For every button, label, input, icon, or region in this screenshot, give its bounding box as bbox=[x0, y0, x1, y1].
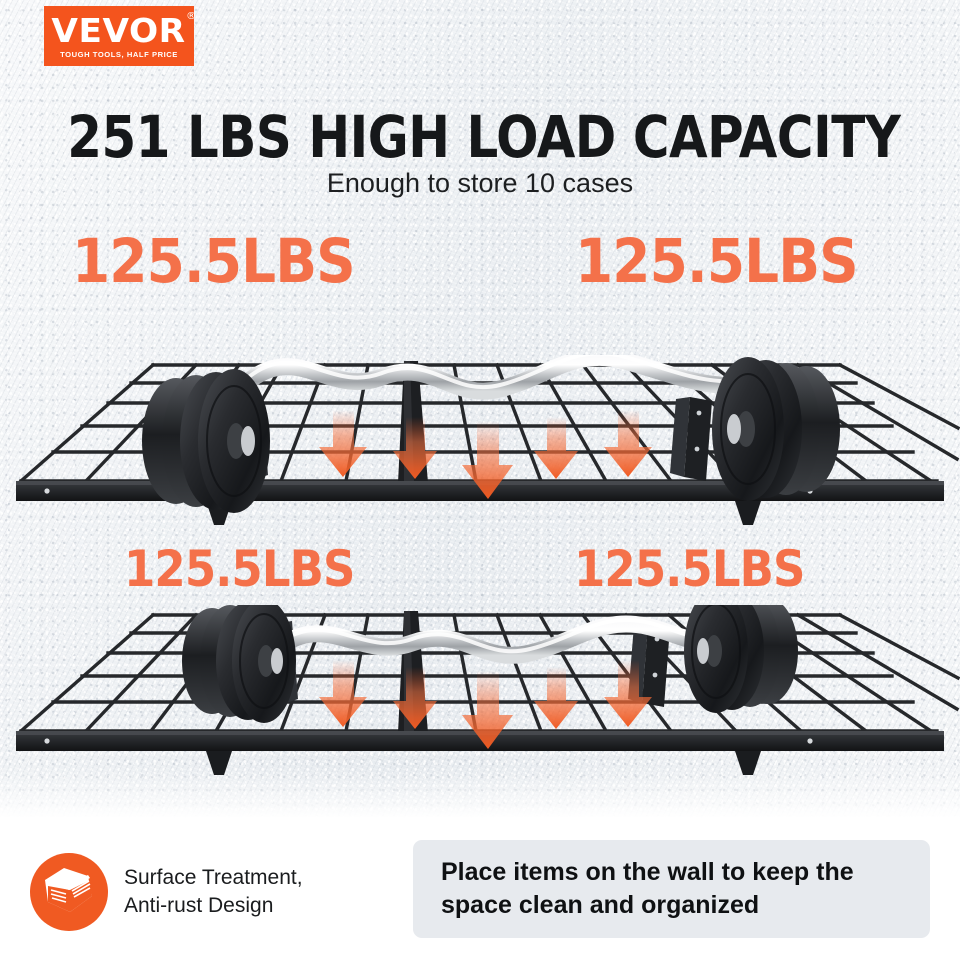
box-icon bbox=[30, 853, 108, 931]
feature-label-line2: Anti-rust Design bbox=[124, 894, 274, 917]
upper-shelf-graphic bbox=[16, 348, 960, 525]
lower-barbell-bar bbox=[273, 615, 707, 664]
lower-left-plates bbox=[182, 599, 296, 723]
lower-load-arrows bbox=[319, 660, 652, 749]
feature-surface-treatment: Surface Treatment, Anti-rust Design bbox=[30, 842, 380, 942]
lower-right-plates bbox=[684, 589, 798, 713]
callout-text: Place items on the wall to keep the spac… bbox=[413, 856, 882, 922]
callout-line2: space clean and organized bbox=[441, 891, 760, 919]
weight-label-top-left: 125.5LBS bbox=[72, 226, 356, 297]
feature-label: Surface Treatment, Anti-rust Design bbox=[124, 864, 303, 919]
upper-shelf bbox=[0, 348, 960, 585]
callout-line1: Place items on the wall to keep the bbox=[441, 858, 854, 886]
page-subtitle: Enough to store 10 cases bbox=[326, 168, 634, 198]
weight-label-bottom-right: 125.5LBS bbox=[574, 540, 805, 598]
brand-name: VEVOR ® bbox=[51, 10, 197, 50]
upper-right-bracket bbox=[670, 397, 712, 481]
lower-shelf-tab-left bbox=[206, 751, 232, 775]
upper-right-plates bbox=[712, 357, 840, 501]
page-title: 251 LBS HIGH LOAD CAPACITY bbox=[67, 103, 901, 171]
callout-box: Place items on the wall to keep the spac… bbox=[413, 840, 930, 938]
box-icon-glyph bbox=[45, 868, 92, 912]
lower-shelf-tab-right bbox=[735, 751, 761, 775]
upper-left-plates bbox=[142, 369, 270, 513]
lower-shelf-graphic bbox=[16, 589, 960, 775]
lower-shelf-front-rail bbox=[16, 731, 944, 751]
upper-barbell-bar bbox=[241, 348, 729, 400]
upper-load-arrows bbox=[319, 410, 652, 499]
lower-shelf bbox=[0, 589, 960, 835]
registered-mark: ® bbox=[186, 10, 198, 22]
brand-logo: VEVOR ® TOUGH TOOLS, HALF PRICE bbox=[44, 6, 197, 66]
wall-fade bbox=[0, 770, 960, 820]
brand-name-text: VEVOR bbox=[51, 10, 187, 50]
weight-label-top-right: 125.5LBS bbox=[575, 226, 859, 297]
weight-label-bottom-left: 125.5LBS bbox=[124, 540, 355, 598]
feature-label-line1: Surface Treatment, bbox=[124, 866, 303, 890]
brand-tagline: TOUGH TOOLS, HALF PRICE bbox=[60, 49, 178, 59]
upper-shelf-tab-right bbox=[735, 501, 761, 525]
